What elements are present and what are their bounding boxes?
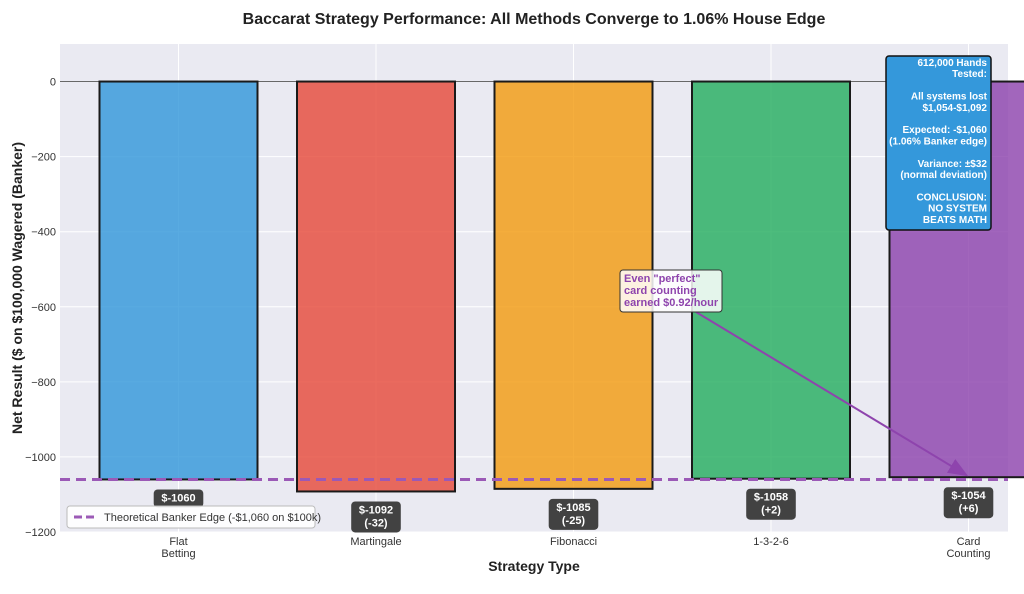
y-tick-label: −600 xyxy=(31,302,56,314)
y-tick-label: −400 xyxy=(31,227,56,239)
legend-label: Theoretical Banker Edge (-$1,060 on $100… xyxy=(104,512,321,524)
data-label: $-1058 (+2) xyxy=(754,492,788,517)
x-axis-ticks: Flat Betting Martingale Fibonacci 1-3-2-6 Car… xyxy=(161,536,990,560)
bar xyxy=(296,80,456,493)
annotation: Even "perfect" card counting earned $0.92/… xyxy=(619,269,969,477)
y-tick-label: −200 xyxy=(31,152,56,164)
data-label: $-1092 (-32) xyxy=(359,504,393,529)
x-axis-label: Strategy Type xyxy=(488,558,580,574)
chart-title: Baccarat Strategy Performance: All Metho… xyxy=(243,11,826,28)
data-label: $-1054 (+6) xyxy=(951,490,986,515)
x-tick-label: Martingale xyxy=(350,536,401,548)
data-label-box xyxy=(351,501,401,533)
data-label: $-1060 xyxy=(161,492,195,504)
data-label-box xyxy=(153,489,204,508)
x-tick-label: Card Counting xyxy=(946,536,990,560)
y-tick-label: −800 xyxy=(31,377,56,389)
x-tick-label: Flat Betting xyxy=(161,536,195,560)
x-tick-label: Fibonacci xyxy=(550,536,597,548)
info-box-text: 612,000 Hands Tested: All systems lost $1,… xyxy=(889,58,987,226)
data-label: $-1085 (-25) xyxy=(556,502,590,527)
y-axis-ticks: 0 −200 −400 −600 −800 −1000 −1200 xyxy=(25,77,56,539)
y-tick-label: 0 xyxy=(50,77,56,89)
y-tick-label: −1200 xyxy=(25,527,56,539)
data-labels: $-1060 $-1092 (-32) $-1085 (-25) $-1058 (+2) $-… xyxy=(153,487,994,533)
x-tick-label: 1-3-2-6 xyxy=(753,536,788,548)
bar xyxy=(98,80,259,481)
y-tick-label: −1000 xyxy=(25,452,56,464)
legend-frame xyxy=(66,505,316,529)
data-label-box xyxy=(746,488,796,520)
annotation-text: Even "perfect" card counting earned $0.92/… xyxy=(624,273,719,309)
annotation-arrow xyxy=(695,311,969,477)
info-box: 612,000 Hands Tested: All systems lost $1,… xyxy=(885,55,992,231)
legend: Theoretical Banker Edge (-$1,060 on $100… xyxy=(66,505,321,529)
info-box-frame xyxy=(885,55,992,231)
data-label-box xyxy=(943,487,994,519)
data-label-box xyxy=(548,498,599,530)
y-axis-label: Net Result ($ on $100,000 Wagered (Banke… xyxy=(9,142,25,434)
annotation-box xyxy=(619,269,723,313)
